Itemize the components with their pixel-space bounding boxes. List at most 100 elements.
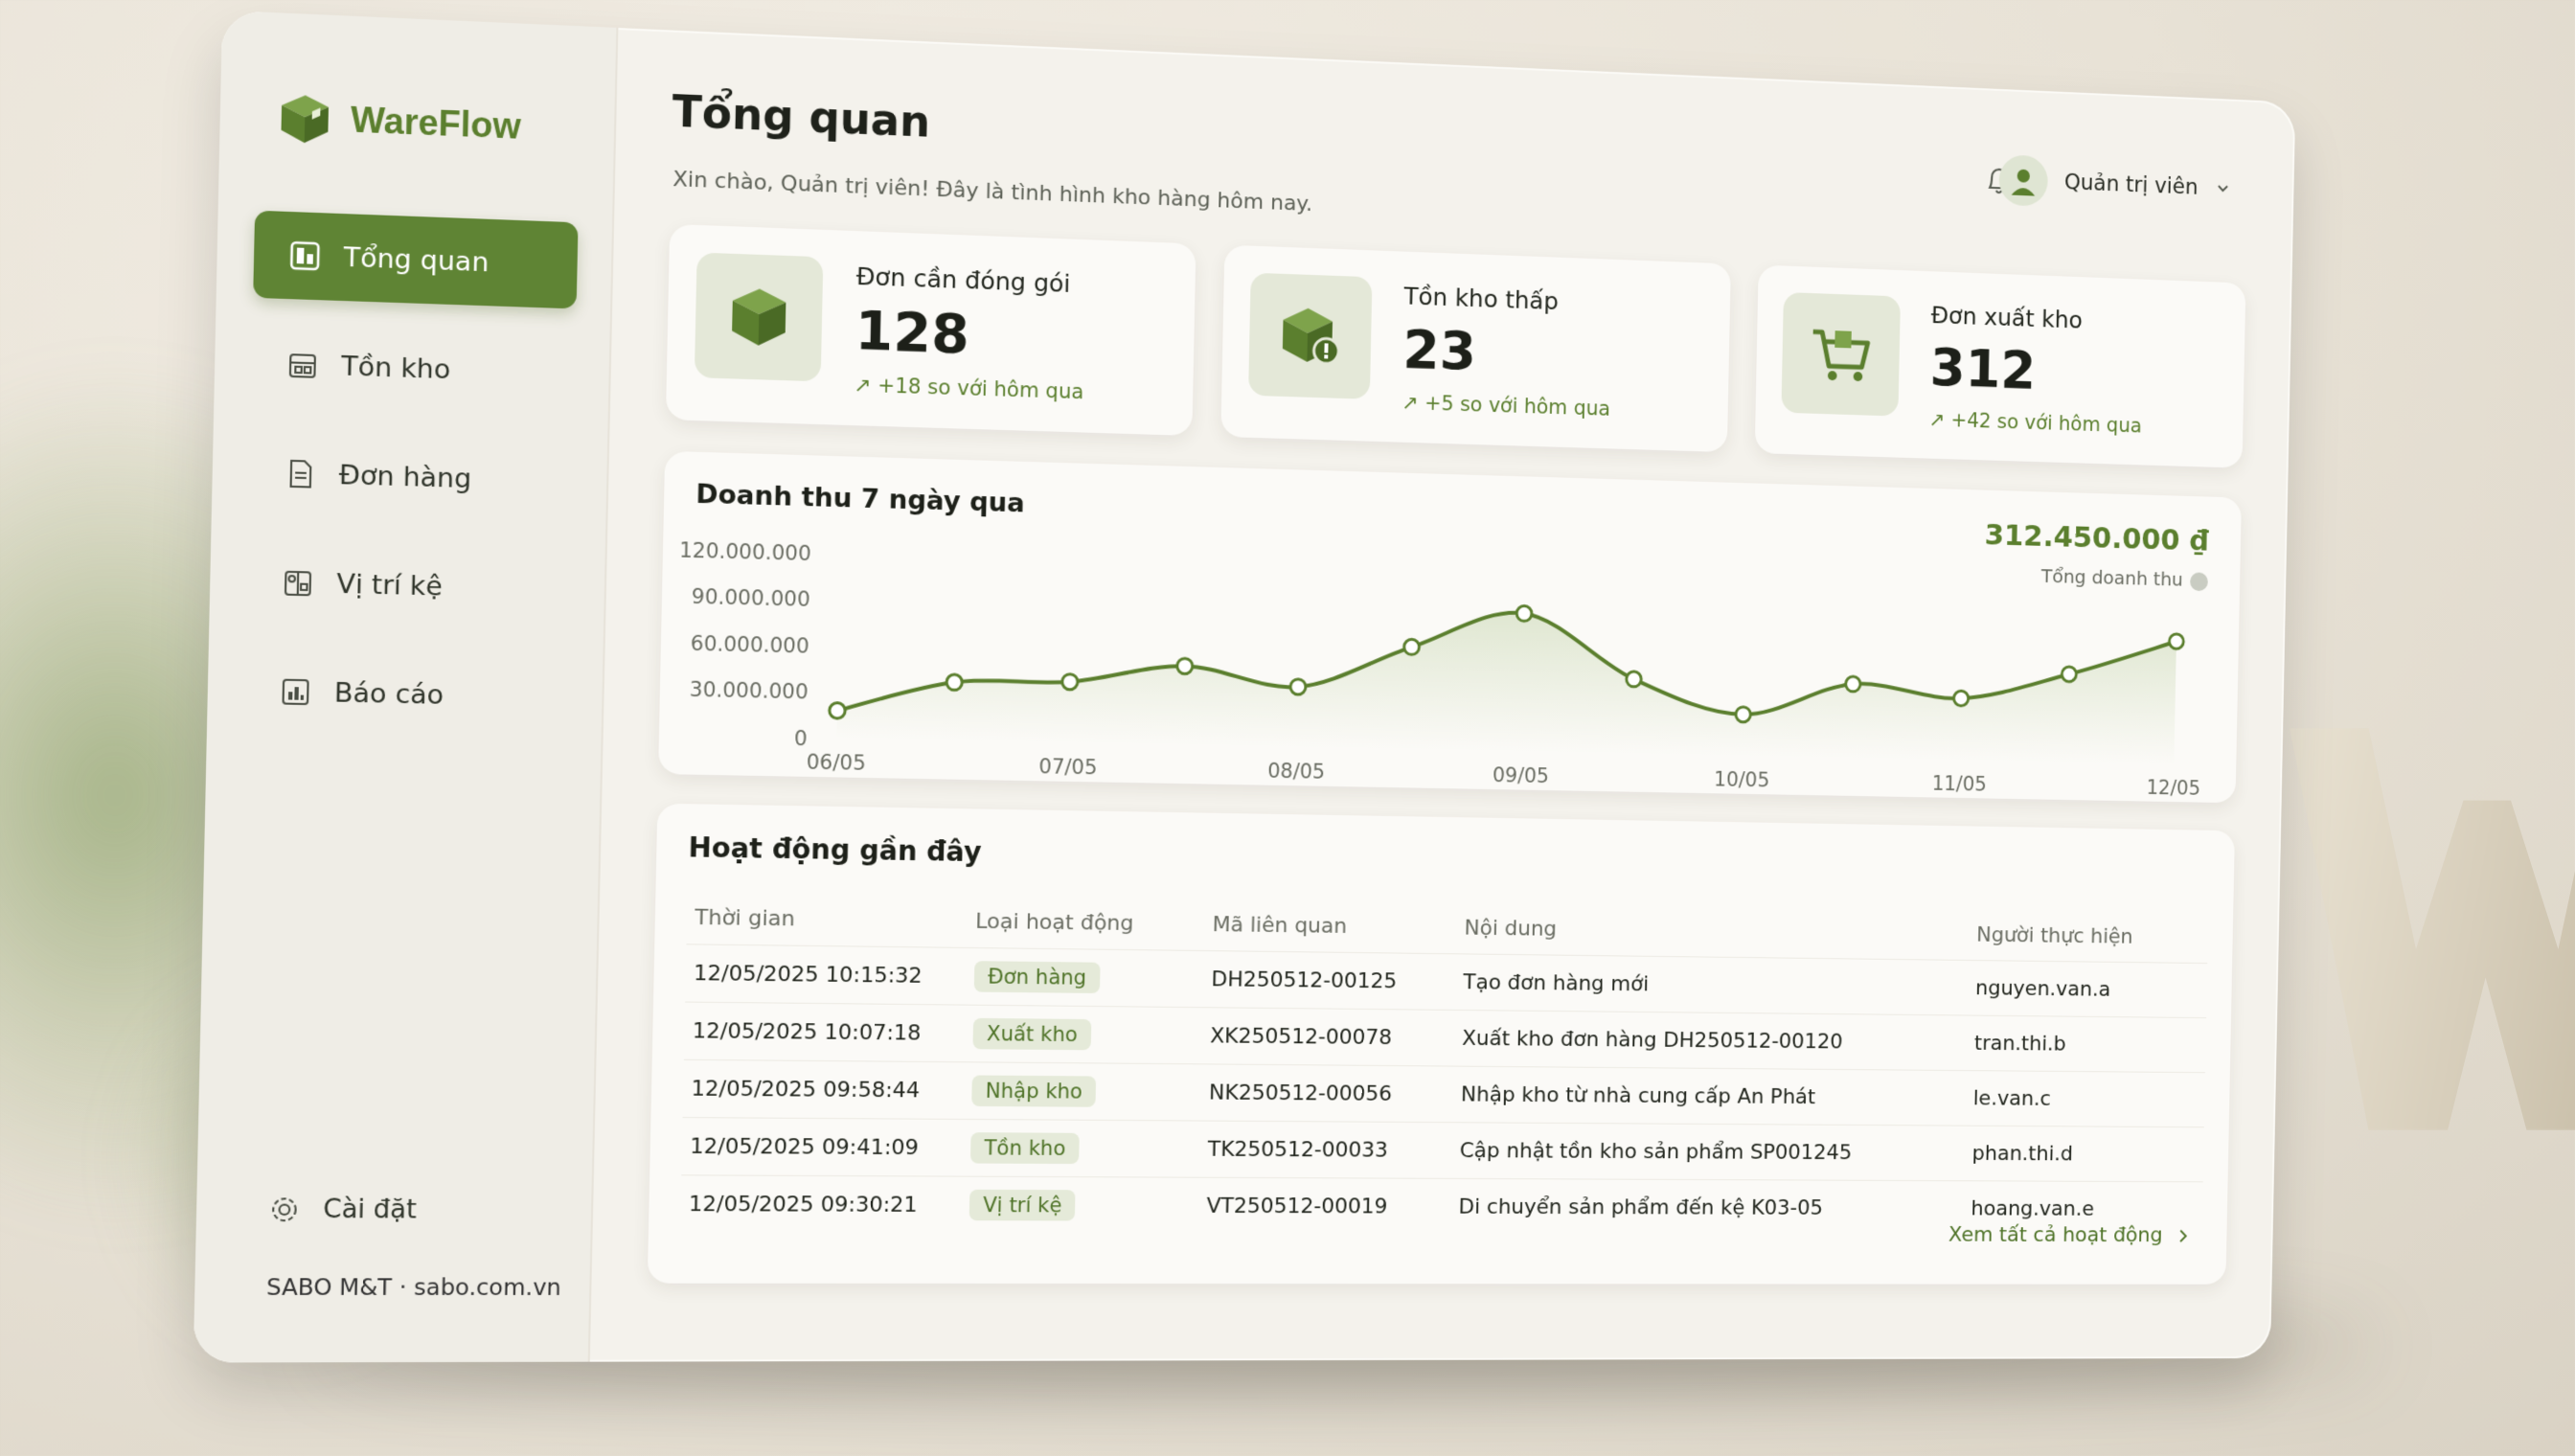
x-tick-label: 09/05 xyxy=(1493,764,1550,789)
y-tick-label: 90.000.000 xyxy=(692,585,810,612)
cell-content: Nhập kho từ nhà cung cấp An Phát xyxy=(1453,1066,1967,1126)
map-icon xyxy=(282,567,315,600)
sidebar-item-inventory[interactable]: Tồn kho xyxy=(251,320,576,418)
inventory-icon xyxy=(286,349,320,381)
page-subtitle: Xin chào, Quản trị viên! Đây là tình hìn… xyxy=(672,168,1312,216)
stat-card-packing[interactable]: Đơn cần đóng gói 128 ↗ +18 so với hôm qu… xyxy=(666,224,1196,436)
x-tick-label: 06/05 xyxy=(807,751,866,776)
data-point[interactable] xyxy=(1627,671,1642,687)
stat-change: ↗ +18 so với hôm qua xyxy=(854,373,1083,403)
cell-type: Đơn hàng xyxy=(966,947,1204,1007)
stat-change-text: +5 so với hôm qua xyxy=(1424,392,1610,421)
stat-cards: Đơn cần đóng gói 128 ↗ +18 so với hôm qu… xyxy=(666,224,2246,468)
dashboard-icon xyxy=(288,239,322,272)
cell-content: Di chuyển sản phẩm đến kệ K03-05 xyxy=(1450,1178,1964,1235)
settings-label: Cài đặt xyxy=(323,1194,417,1224)
data-point[interactable] xyxy=(1062,674,1078,690)
data-point[interactable] xyxy=(1177,658,1193,673)
sidebar-item-label: Vị trí kệ xyxy=(336,569,443,603)
cell-type: Xuất kho xyxy=(965,1005,1203,1064)
report-icon xyxy=(279,675,312,708)
cell-code: NK250512-00056 xyxy=(1200,1064,1453,1123)
column-header: Loại hoạt động xyxy=(968,896,1206,950)
y-tick-label: 30.000.000 xyxy=(690,678,809,705)
view-all-activity-link[interactable]: Xem tất cả hoạt động xyxy=(1948,1223,2192,1247)
stat-label: Đơn cần đóng gói xyxy=(856,262,1071,298)
cart-icon xyxy=(1809,320,1874,388)
data-point[interactable] xyxy=(1290,679,1306,694)
brand[interactable]: WareFlow xyxy=(277,90,521,153)
data-point[interactable] xyxy=(2169,634,2183,649)
cell-time: 12/05/2025 09:58:44 xyxy=(683,1059,965,1119)
data-point[interactable] xyxy=(946,674,963,691)
cell-time: 12/05/2025 10:15:32 xyxy=(685,944,967,1005)
revenue-chart-panel: 120.000.000 90.000.000 60.000.000 30.000.00… xyxy=(658,451,2242,803)
dashboard-device: WareFlow Tổng quan Tồn kho xyxy=(194,11,2296,1363)
stat-change: ↗ +5 so với hôm qua xyxy=(1401,391,1610,421)
data-point[interactable] xyxy=(1404,639,1420,654)
column-header: Nội dung xyxy=(1456,903,1970,961)
activity-table: Thời gian Loại hoạt động Mã liên quan Nộ… xyxy=(680,892,2208,1236)
type-badge: Tồn kho xyxy=(970,1132,1080,1164)
x-tick-label: 10/05 xyxy=(1714,768,1770,792)
page-title: Tổng quan xyxy=(672,87,930,148)
box-alert-icon xyxy=(1276,302,1344,371)
y-tick-label: 120.000.000 xyxy=(679,538,811,566)
column-header: Mã liên quan xyxy=(1204,899,1457,954)
sidebar-item-label: Báo cáo xyxy=(334,677,444,710)
column-header: Thời gian xyxy=(686,892,968,947)
chart-total-label-text: Tổng doanh thu xyxy=(2041,564,2183,590)
cell-code: XK250512-00078 xyxy=(1202,1008,1455,1066)
chart-total: 312.450.000 ₫ xyxy=(1984,518,2209,557)
cell-content: Xuất kho đơn hàng DH250512-00120 xyxy=(1454,1010,1968,1070)
box-icon xyxy=(723,282,794,353)
table-row[interactable]: 12/05/2025 09:58:44 Nhập kho NK250512-00… xyxy=(683,1059,2205,1126)
x-tick-label: 08/05 xyxy=(1267,760,1325,785)
sidebar-item-label: Tồn kho xyxy=(341,351,451,385)
data-point[interactable] xyxy=(2062,667,2076,682)
table-row[interactable]: 12/05/2025 09:41:09 Tồn kho TK250512-000… xyxy=(681,1118,2203,1182)
cell-type: Nhập kho xyxy=(964,1062,1202,1121)
brand-name: WareFlow xyxy=(351,100,522,148)
data-point[interactable] xyxy=(1736,707,1751,722)
data-point[interactable] xyxy=(1516,605,1532,621)
stat-card-outbound[interactable]: Đơn xuất kho 312 ↗ +42 so với hôm qua xyxy=(1755,265,2246,468)
stat-card-low-stock[interactable]: Tồn kho thấp 23 ↗ +5 so với hôm qua xyxy=(1220,245,1731,453)
chevron-right-icon xyxy=(2175,1227,2191,1243)
cell-code: VT250512-00019 xyxy=(1198,1177,1451,1234)
data-point[interactable] xyxy=(830,703,846,719)
data-point[interactable] xyxy=(1953,691,1968,706)
stat-label: Đơn xuất kho xyxy=(1931,302,2084,334)
cell-type: Vị trí kệ xyxy=(961,1176,1199,1234)
sidebar-item-overview[interactable]: Tổng quan xyxy=(253,211,578,309)
cell-user: tran.thi.b xyxy=(1967,1015,2206,1073)
activity-title: Hoạt động gần đây xyxy=(688,831,982,868)
type-badge: Đơn hàng xyxy=(974,961,1101,993)
stat-change-text: +42 so với hôm qua xyxy=(1950,409,2142,438)
sidebar-nav: Tổng quan Tồn kho Đơn hàng xyxy=(243,211,579,762)
y-tick-label: 60.000.000 xyxy=(691,632,809,659)
sidebar-item-shelf-location[interactable]: Vị trí kệ xyxy=(246,538,572,633)
info-icon[interactable] xyxy=(2190,572,2208,591)
main-content: Tổng quan Xin chào, Quản trị viên! Đây l… xyxy=(588,28,2296,1362)
stat-value: 23 xyxy=(1402,318,1477,382)
x-tick-label: 11/05 xyxy=(1931,772,1987,796)
card-icon-wrap xyxy=(1781,292,1901,417)
sidebar-item-reports[interactable]: Báo cáo xyxy=(243,648,569,741)
cell-user: phan.thi.d xyxy=(1964,1126,2203,1182)
chart-total-label: Tổng doanh thu xyxy=(2041,564,2208,591)
user-menu[interactable]: Quản trị viên xyxy=(1999,154,2233,214)
type-badge: Nhập kho xyxy=(971,1075,1096,1106)
cell-content: Tạo đơn hàng mới xyxy=(1455,954,1969,1015)
cell-code: DH250512-00125 xyxy=(1203,951,1456,1011)
type-badge: Xuất kho xyxy=(972,1018,1091,1050)
gear-icon xyxy=(268,1194,302,1225)
sidebar-footer: SABO M&T · sabo.com.vn xyxy=(266,1275,561,1301)
stat-value: 128 xyxy=(855,299,969,366)
chevron-down-icon xyxy=(2214,179,2232,198)
type-badge: Vị trí kệ xyxy=(969,1190,1076,1221)
sidebar-item-orders[interactable]: Đơn hàng xyxy=(248,429,574,525)
data-point[interactable] xyxy=(1846,676,1861,692)
view-all-label: Xem tất cả hoạt động xyxy=(1948,1223,2163,1247)
settings-link[interactable]: Cài đặt xyxy=(268,1194,418,1226)
